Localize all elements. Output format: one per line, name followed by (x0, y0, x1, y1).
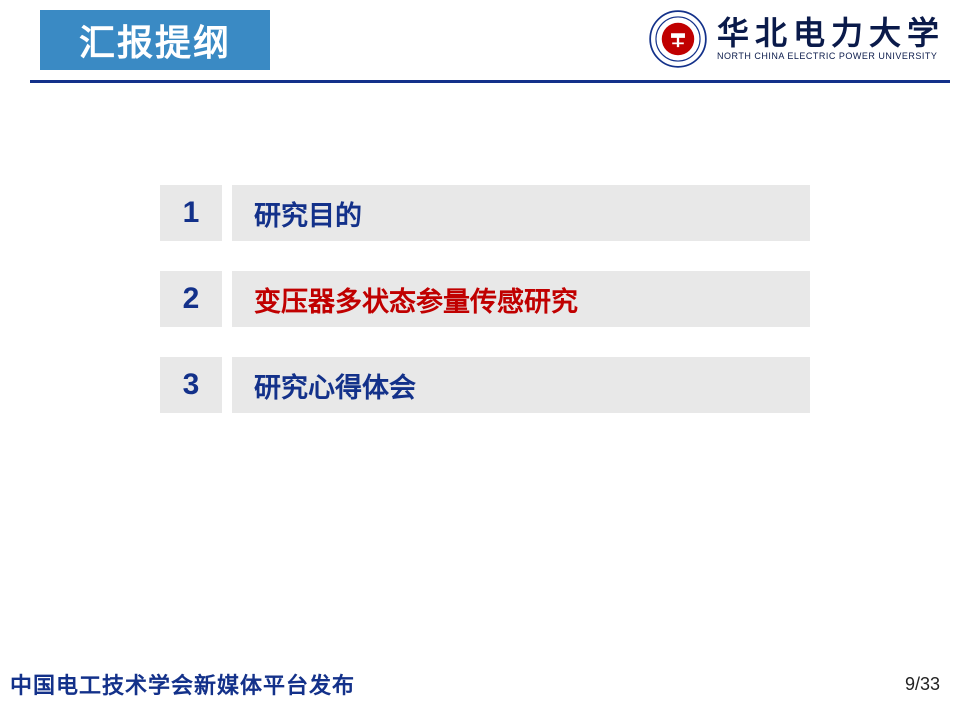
outline-number: 2 (160, 271, 222, 327)
outline-number: 3 (160, 357, 222, 413)
university-seal-icon (649, 10, 707, 68)
university-name-en: NORTH CHINA ELECTRIC POWER UNIVERSITY (717, 51, 945, 61)
header-divider (30, 80, 950, 83)
outline-item: 2 变压器多状态参量传感研究 (160, 271, 810, 327)
university-logo-block: 华北电力大学 NORTH CHINA ELECTRIC POWER UNIVER… (649, 10, 945, 68)
slide-title: 汇报提纲 (79, 14, 231, 66)
slide-title-box: 汇报提纲 (40, 10, 270, 70)
outline-list: 1 研究目的 2 变压器多状态参量传感研究 3 研究心得体会 (160, 185, 810, 443)
outline-label: 研究目的 (232, 185, 810, 241)
university-name-cn: 华北电力大学 (717, 17, 945, 49)
page-number: 9/33 (905, 674, 940, 695)
outline-label-highlight: 变压器多状态参量传感研究 (232, 271, 810, 327)
header: 汇报提纲 华北电力大学 NORTH CHINA ELECTRIC POWER U… (0, 0, 960, 90)
outline-label: 研究心得体会 (232, 357, 810, 413)
outline-item: 1 研究目的 (160, 185, 810, 241)
university-name-wrap: 华北电力大学 NORTH CHINA ELECTRIC POWER UNIVER… (717, 17, 945, 61)
outline-item: 3 研究心得体会 (160, 357, 810, 413)
footer-publisher: 中国电工技术学会新媒体平台发布 (10, 668, 355, 700)
outline-number: 1 (160, 185, 222, 241)
